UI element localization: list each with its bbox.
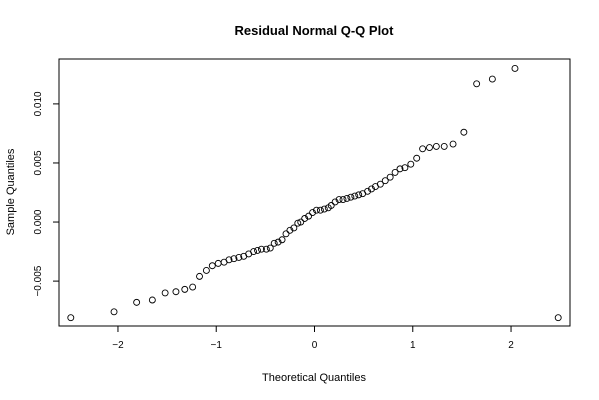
data-point	[282, 230, 290, 238]
x-tick-label: 1	[410, 340, 416, 351]
data-point	[250, 248, 258, 256]
x-tick-label: −2	[112, 340, 124, 351]
data-point	[351, 192, 359, 200]
data-point	[270, 239, 278, 247]
data-points	[67, 65, 562, 322]
data-point	[309, 209, 316, 217]
data-point	[419, 145, 427, 153]
y-tick-label: 0.000	[33, 209, 44, 234]
data-point	[148, 296, 156, 304]
data-point	[189, 283, 197, 291]
data-point	[225, 256, 233, 264]
data-point	[196, 272, 203, 280]
data-point	[274, 238, 282, 246]
y-axis: −0.005 0.000 0.005 0.010	[33, 91, 59, 297]
x-tick-label: −1	[211, 340, 223, 351]
data-point	[426, 144, 433, 152]
data-point	[396, 165, 404, 173]
data-point	[67, 314, 75, 322]
x-tick-label: 0	[312, 340, 318, 351]
data-point	[181, 285, 189, 293]
data-point	[254, 246, 261, 254]
data-point	[294, 219, 302, 227]
data-point	[286, 226, 294, 234]
x-axis: −2 −1 0 1 2	[112, 326, 514, 351]
data-point	[316, 206, 324, 214]
data-point	[335, 196, 343, 204]
data-point	[235, 254, 243, 261]
data-point	[368, 185, 375, 193]
data-point	[391, 168, 399, 176]
data-point	[413, 154, 421, 162]
data-point	[266, 244, 274, 252]
y-axis-label: Sample Quantiles	[5, 148, 17, 235]
data-point	[331, 198, 339, 206]
data-point	[301, 215, 309, 222]
data-point	[320, 205, 328, 213]
data-point	[262, 245, 270, 253]
data-point	[449, 140, 457, 148]
data-point	[432, 142, 440, 150]
data-point	[133, 298, 141, 306]
data-point	[278, 236, 286, 244]
data-point	[473, 80, 481, 88]
data-point	[376, 180, 384, 188]
data-point	[110, 308, 118, 316]
data-point	[297, 218, 305, 226]
data-point	[511, 65, 519, 72]
chart-title: Residual Normal Q-Q Plot	[235, 23, 395, 38]
data-point	[208, 262, 216, 270]
data-point	[488, 75, 496, 83]
data-point	[364, 187, 372, 195]
data-point	[401, 164, 409, 172]
x-tick-label: 2	[508, 340, 514, 351]
data-point	[347, 193, 355, 201]
data-point	[381, 177, 389, 185]
y-tick-label: −0.005	[33, 265, 44, 296]
data-point	[257, 245, 265, 253]
data-point	[343, 194, 351, 202]
data-point	[172, 288, 180, 296]
data-point	[386, 173, 394, 181]
data-point	[440, 142, 448, 150]
data-point	[339, 196, 347, 204]
data-point	[554, 314, 562, 322]
y-tick-label: 0.005	[33, 150, 44, 175]
data-point	[230, 255, 238, 263]
data-point	[327, 202, 335, 209]
data-point	[313, 206, 320, 214]
y-tick-label: 0.010	[33, 91, 44, 116]
data-point	[355, 191, 363, 199]
plot-frame	[58, 58, 571, 327]
data-point	[305, 212, 313, 220]
data-point	[161, 289, 169, 297]
data-point	[460, 128, 468, 136]
data-point	[290, 224, 298, 232]
x-axis-label: Theoretical Quantiles	[262, 372, 366, 384]
data-point	[214, 259, 222, 267]
data-point	[202, 267, 210, 274]
data-point	[407, 160, 415, 168]
